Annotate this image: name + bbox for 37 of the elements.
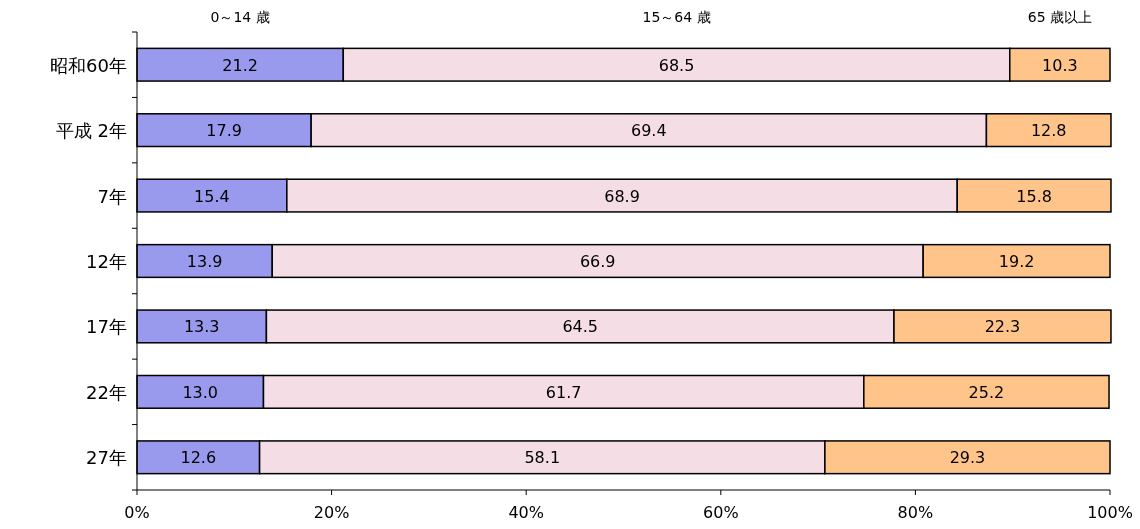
data-label: 68.5 [658,55,695,75]
data-label: 13.3 [183,317,220,337]
y-tick-label: 27年 [86,447,127,469]
data-label: 15.4 [194,186,230,206]
data-label: 19.2 [998,252,1035,271]
y-tick-label: 12年 [86,251,127,272]
x-tick-label: 80% [897,503,934,522]
data-label: 12.6 [180,448,217,468]
data-label: 68.9 [604,186,640,206]
data-label: 22.3 [984,317,1021,337]
series-label: 15～64 歳 [642,9,711,25]
series-label: 0～14 歳 [210,9,270,25]
x-tick-label: 0% [124,503,150,522]
data-label: 66.9 [579,252,616,271]
data-label: 61.7 [545,382,582,402]
data-label: 15.8 [1016,186,1052,206]
y-tick-label: 17年 [86,316,127,338]
x-tick-label: 20% [313,503,350,522]
data-label: 25.2 [968,382,1005,402]
data-label: 21.2 [222,55,258,75]
x-tick-label: 40% [508,503,544,522]
x-tick-label: 100% [1087,503,1133,522]
data-label: 58.1 [524,448,561,468]
y-tick-label: 7年 [97,185,127,207]
data-label: 13.0 [182,382,219,402]
series-label: 65 歳以上 [1027,9,1093,25]
y-tick-label: 22年 [86,381,127,403]
y-tick-label: 昭和60年 [50,54,127,76]
y-tick-label: 平成 2年 [55,120,127,142]
data-label: 29.3 [949,448,986,468]
data-label: 64.5 [562,317,599,337]
data-label: 17.9 [206,121,242,141]
data-label: 69.4 [630,121,667,141]
data-label: 10.3 [1042,55,1078,75]
data-label: 13.9 [186,252,223,271]
data-label: 12.8 [1030,121,1067,141]
x-tick-label: 60% [703,503,739,522]
